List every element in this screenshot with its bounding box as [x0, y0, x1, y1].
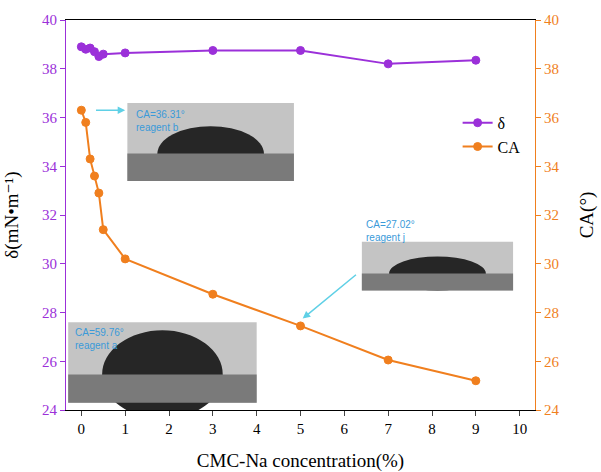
svg-text:40: 40: [42, 12, 57, 28]
svg-text:8: 8: [428, 421, 436, 437]
svg-text:30: 30: [42, 256, 57, 272]
svg-text:1: 1: [121, 421, 129, 437]
svg-text:6: 6: [341, 421, 349, 437]
svg-text:2: 2: [165, 421, 173, 437]
svg-text:0: 0: [78, 421, 86, 437]
svg-text:32: 32: [544, 207, 559, 223]
svg-text:28: 28: [544, 305, 559, 321]
svg-text:δ: δ: [498, 115, 506, 132]
svg-text:9: 9: [472, 421, 480, 437]
svg-text:10: 10: [512, 421, 527, 437]
svg-text:30: 30: [544, 256, 559, 272]
svg-text:36: 36: [42, 110, 58, 126]
svg-text:CA(°): CA(°): [576, 192, 598, 239]
svg-text:CA: CA: [498, 139, 521, 156]
svg-text:CMC-Na concentration(%): CMC-Na concentration(%): [197, 450, 404, 472]
svg-text:34: 34: [42, 159, 58, 175]
svg-text:7: 7: [384, 421, 392, 437]
svg-text:δ(mN•m⁻¹): δ(mN•m⁻¹): [1, 171, 23, 258]
svg-text:38: 38: [544, 61, 559, 77]
svg-text:CA=59.76°reagent a: CA=59.76°reagent a: [75, 327, 124, 351]
svg-text:CA=36.31°reagent b: CA=36.31°reagent b: [136, 109, 185, 133]
svg-text:32: 32: [42, 207, 57, 223]
svg-text:34: 34: [544, 159, 560, 175]
svg-text:40: 40: [544, 12, 559, 28]
svg-text:4: 4: [253, 421, 261, 437]
svg-text:5: 5: [297, 421, 305, 437]
svg-text:24: 24: [42, 402, 58, 418]
svg-text:28: 28: [42, 305, 57, 321]
svg-text:CA=27.02°reagent j: CA=27.02°reagent j: [366, 219, 415, 243]
svg-text:24: 24: [544, 402, 560, 418]
svg-text:3: 3: [209, 421, 217, 437]
svg-text:26: 26: [544, 354, 560, 370]
svg-text:26: 26: [42, 354, 58, 370]
svg-text:38: 38: [42, 61, 57, 77]
svg-text:36: 36: [544, 110, 560, 126]
